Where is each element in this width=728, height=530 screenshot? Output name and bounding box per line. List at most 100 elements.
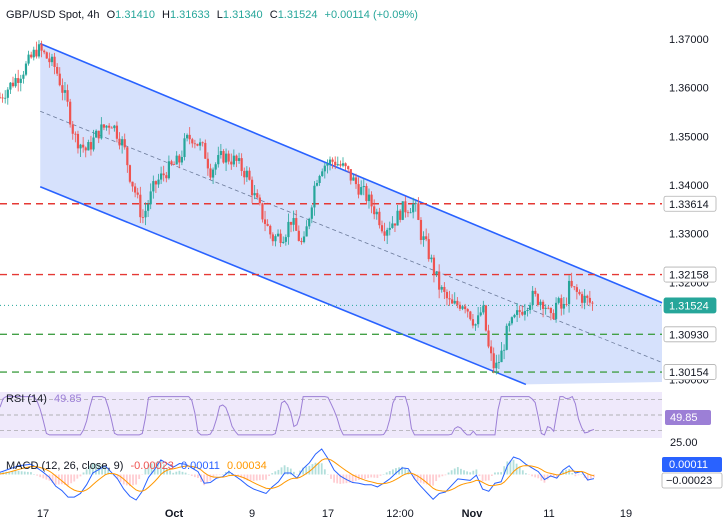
candle-body xyxy=(90,142,92,149)
candle-body xyxy=(443,287,445,292)
macd-histogram-bar xyxy=(278,470,280,475)
time-tick-label: 11 xyxy=(543,508,554,520)
candle-body xyxy=(4,98,6,99)
candle-body xyxy=(534,291,536,294)
candle-body xyxy=(487,331,489,347)
candle-body xyxy=(92,138,94,150)
price-tick-label: 1.36000 xyxy=(669,83,709,95)
header-legend: GBP/USD Spot, 4h O1.31410 H1.31633 L1.31… xyxy=(6,9,418,21)
macd-histogram-bar xyxy=(423,475,425,484)
candle-body xyxy=(95,131,97,138)
candle-body xyxy=(347,166,349,169)
candle-body xyxy=(324,166,326,172)
candle-body xyxy=(389,228,391,230)
candle-body xyxy=(357,184,359,195)
candle-body xyxy=(451,299,453,303)
candle-body xyxy=(100,124,102,138)
candle-body xyxy=(147,204,149,210)
candle-body xyxy=(420,220,422,240)
macd-histogram-bar xyxy=(70,475,72,484)
candle-body xyxy=(33,50,35,58)
candle-body xyxy=(521,312,523,315)
rsi-panel xyxy=(0,392,662,438)
macd-histogram-bar xyxy=(534,475,536,478)
candle-body xyxy=(319,176,321,183)
candle-body xyxy=(438,272,440,290)
macd-histogram-bar xyxy=(389,471,391,474)
candle-body xyxy=(228,154,230,162)
macd-histogram-bar xyxy=(574,475,576,477)
candle-body xyxy=(64,90,66,93)
candle-body xyxy=(560,298,562,308)
macd-histogram-bar xyxy=(175,472,177,475)
candle-body xyxy=(53,57,55,67)
macd-histogram-bar xyxy=(531,475,533,477)
candle-body xyxy=(391,223,393,227)
macd-histogram-bar xyxy=(61,475,63,485)
candle-body xyxy=(363,186,365,187)
candle-body xyxy=(313,186,315,208)
macd-histogram-bar xyxy=(485,475,487,481)
candle-body xyxy=(233,156,235,165)
candle-body xyxy=(129,165,131,182)
candle-body xyxy=(472,319,474,325)
candle-body xyxy=(14,78,16,86)
candle-body xyxy=(105,126,107,128)
macd-histogram-bar xyxy=(36,475,38,476)
candle-body xyxy=(511,317,513,323)
candle-body xyxy=(248,171,250,180)
candle-body xyxy=(477,315,479,324)
candle-body xyxy=(274,236,276,241)
close-label: C xyxy=(270,9,278,21)
candle-body xyxy=(558,298,560,303)
price-level-tag-text: 1.31524 xyxy=(669,300,709,312)
candle-body xyxy=(332,160,334,162)
candle-body xyxy=(183,138,185,157)
candle-body xyxy=(464,306,466,309)
macd-histogram-bar xyxy=(308,466,310,475)
candle-body xyxy=(480,312,482,315)
candle-body xyxy=(498,362,500,363)
macd-histogram-bar xyxy=(386,472,388,474)
candle-body xyxy=(254,193,256,195)
candle-body xyxy=(251,180,253,195)
macd-histogram-bar xyxy=(457,467,459,474)
candle-body xyxy=(526,310,528,311)
candle-body xyxy=(280,234,282,243)
candle-body xyxy=(461,306,463,308)
candle-body xyxy=(238,158,240,161)
candle-body xyxy=(581,294,583,303)
candle-body xyxy=(170,161,172,164)
candle-body xyxy=(261,203,263,219)
macd-histogram-bar xyxy=(318,463,320,474)
macd-histogram-bar xyxy=(67,475,69,486)
time-tick-label: 12:00 xyxy=(386,508,414,520)
macd-histogram-bar xyxy=(373,475,375,478)
candle-body xyxy=(98,131,100,139)
macd-histogram-bar xyxy=(435,475,437,482)
candle-body xyxy=(547,308,549,309)
candle-body xyxy=(571,281,573,286)
macd-histogram-bar xyxy=(253,475,255,481)
candle-body xyxy=(176,156,178,165)
candle-body xyxy=(194,143,196,144)
candle-body xyxy=(415,203,417,204)
candle-body xyxy=(7,90,9,98)
candle-body xyxy=(116,126,118,139)
price-tick-label: 1.37000 xyxy=(669,34,709,46)
candle-body xyxy=(550,308,552,313)
candle-body xyxy=(207,159,209,169)
macd-histogram-bar xyxy=(206,475,208,483)
macd-histogram-bar xyxy=(39,475,41,478)
candle-body xyxy=(131,182,133,187)
candle-body xyxy=(573,286,575,287)
macd-histogram-bar xyxy=(185,473,187,475)
macd-histogram-bar xyxy=(367,475,369,479)
candle-body xyxy=(168,161,170,178)
candle-body xyxy=(368,195,370,201)
candle-body xyxy=(59,74,61,86)
macd-histogram-bar xyxy=(73,475,75,482)
candle-body xyxy=(430,258,432,260)
high-label: H xyxy=(162,9,170,21)
